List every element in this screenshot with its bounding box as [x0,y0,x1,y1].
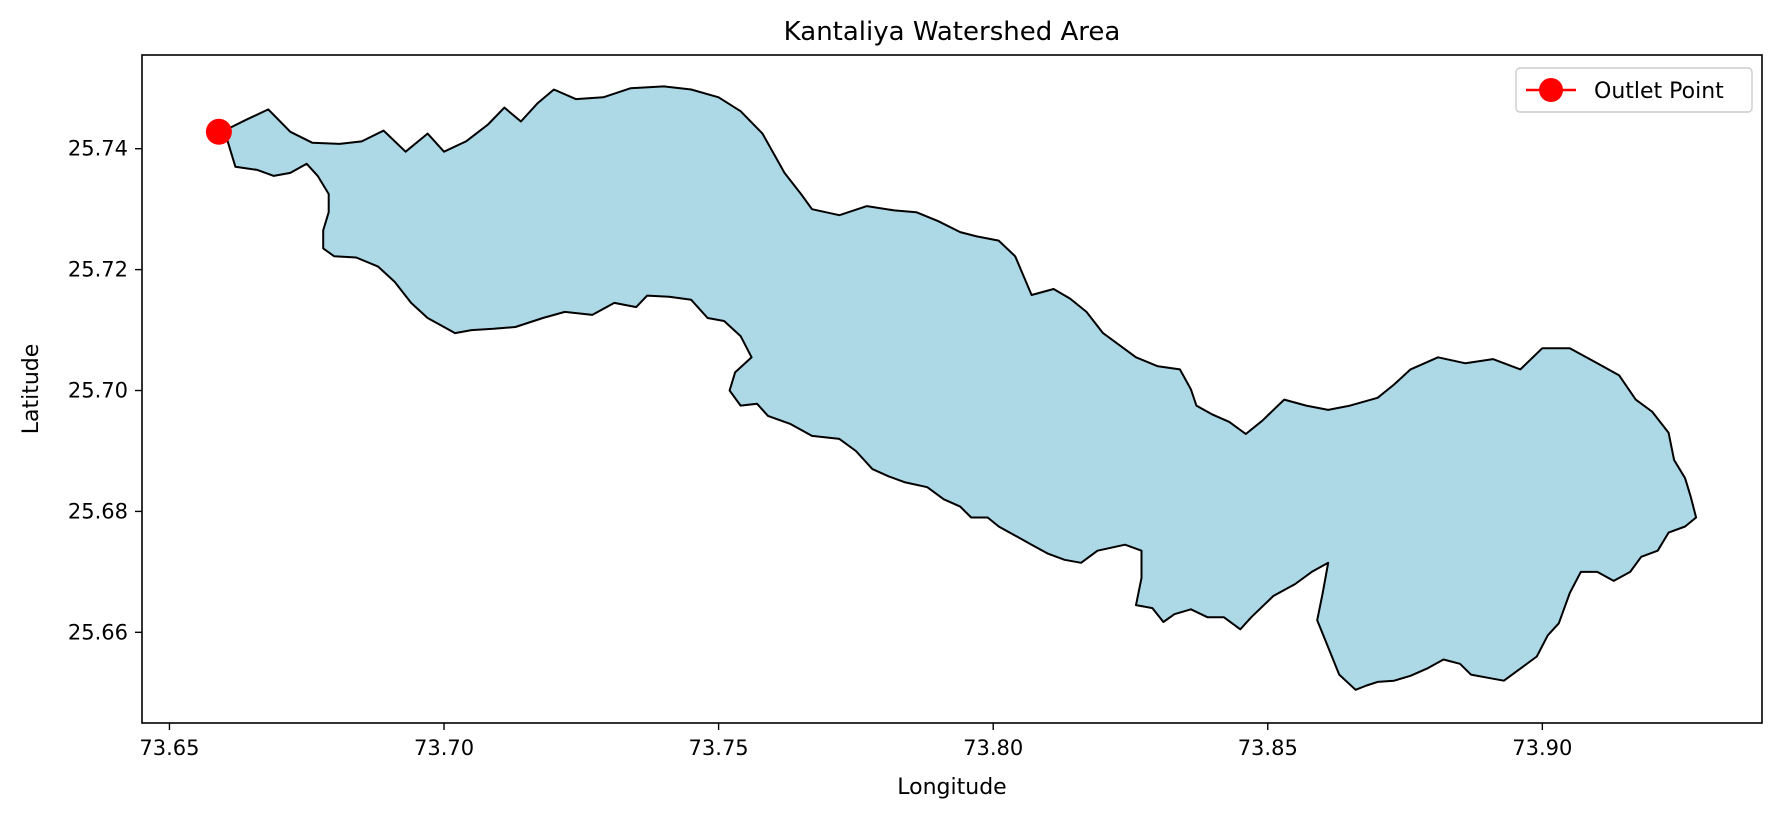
y-axis-label: Latitude [19,344,44,435]
x-tick-label: 73.75 [689,736,749,760]
y-tick-label: 25.66 [68,620,128,644]
y-tick-label: 25.68 [68,499,128,523]
x-tick-label: 73.90 [1512,736,1572,760]
plot-area [141,54,1763,724]
legend-marker-icon [1539,78,1563,102]
y-tick-label: 25.72 [68,258,128,282]
chart-title: Kantaliya Watershed Area [784,17,1121,47]
x-axis-ticks: 73.65 73.70 73.75 73.80 73.85 73.90 [139,723,1572,760]
x-axis-label: Longitude [897,775,1006,800]
x-tick-label: 73.85 [1238,736,1298,760]
legend: Outlet Point [1515,67,1753,113]
legend-label: Outlet Point [1594,79,1724,104]
x-tick-label: 73.80 [963,736,1023,760]
watershed-polygon [223,85,1698,691]
y-axis-ticks: 25.66 25.68 25.70 25.72 25.74 [68,137,142,644]
x-tick-label: 73.70 [414,736,474,760]
outlet-point-marker [205,118,232,145]
x-tick-label: 73.65 [139,736,199,760]
axes-frame [141,54,1763,724]
y-tick-label: 25.74 [68,137,128,161]
y-tick-label: 25.70 [68,379,128,403]
legend-box [1515,67,1753,113]
